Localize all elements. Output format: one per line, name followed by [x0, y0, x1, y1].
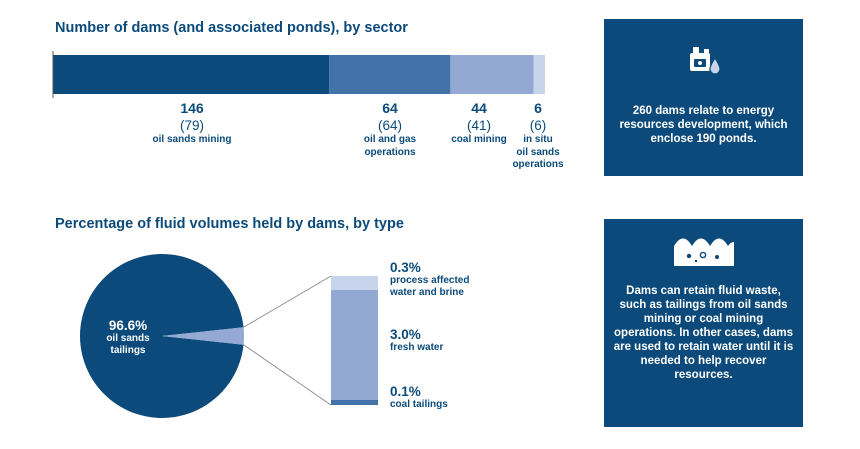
bar-value-1: 64 [382, 100, 398, 116]
pie-main-value: 96.6% [108, 318, 148, 333]
fluid-waves-icon [672, 234, 736, 273]
breakdown-name-0-line-0: process affected [390, 275, 470, 286]
dams-by-sector-title: Number of dams (and associated ponds), b… [55, 20, 408, 36]
bar-category-3-line-1: oil sands [516, 146, 560, 158]
connector-line-bottom [243, 344, 332, 406]
bar-value-3: 6 [534, 100, 542, 116]
breakdown-value-1: 3.0% [390, 327, 421, 342]
waste-info-text: Dams can retain fluid waste, such as tai… [613, 285, 794, 381]
bar-ponds-3: (6) [529, 118, 547, 133]
breakdown-segment-2 [331, 400, 378, 405]
bar-category-2-line-0: coal mining [451, 134, 507, 145]
pie-main-label: 96.6% oil sands tailings [96, 318, 160, 357]
bar-value-0: 146 [180, 100, 204, 116]
bar-label-3: 6 (6) in situ oil sands operations [498, 100, 578, 172]
pie-main-name-line1: oil sands [106, 333, 150, 344]
dams-stacked-bar [52, 51, 545, 98]
bar-category-1-line-1: operations [364, 146, 416, 158]
breakdown-label-2: 0.1% coal tailings [390, 384, 448, 411]
bar-category-3-line-0: in situ [523, 134, 553, 145]
bar-ponds-0: (79) [179, 118, 204, 133]
breakdown-label-0: 0.3% process affected water and brine [390, 260, 469, 299]
fluid-volumes-title: Percentage of fluid volumes held by dams… [55, 216, 404, 232]
bar-segment-0 [53, 55, 330, 94]
breakdown-segment-1 [331, 290, 378, 400]
breakdown-name-0-line-1: water and brine [390, 287, 464, 298]
bar-ponds-2: (41) [466, 118, 491, 133]
breakdown-label-1: 3.0% fresh water [390, 327, 443, 354]
bar-category-1-line-0: oil and gas [363, 134, 417, 145]
breakdown-value-2: 0.1% [390, 384, 421, 399]
oil-and-water-drop-icon [687, 44, 723, 83]
bar-segment-2 [450, 55, 534, 94]
bar-segment-1 [329, 55, 451, 94]
breakdown-segment-0 [331, 276, 378, 290]
breakdown-value-0: 0.3% [390, 260, 421, 275]
energy-info-text: 260 dams relate to energy resources deve… [619, 105, 788, 145]
breakdown-name-1-line-0: fresh water [390, 342, 444, 353]
energy-info-panel: 260 dams relate to energy resources deve… [604, 19, 803, 176]
pie-slice-oil-sands-tailings [79, 254, 244, 418]
connector-line-top [243, 275, 332, 328]
bar-label-0: 146 (79) oil sands mining [152, 100, 232, 147]
bar-category-0-line-0: oil sands mining [152, 134, 232, 145]
bar-value-2: 44 [471, 100, 487, 116]
bar-label-2: 44 (41) coal mining [439, 100, 519, 147]
bar-segment-3 [533, 55, 545, 94]
bar-label-1: 64 (64) oil and gas operations [350, 100, 430, 159]
pie-main-name-line2: tailings [110, 345, 146, 356]
breakdown-name-2-line-0: coal tailings [390, 399, 448, 410]
fluid-pie [79, 254, 378, 418]
bar-ponds-1: (64) [377, 118, 402, 133]
pie-slice-other [162, 327, 244, 345]
bar-category-3-line-2: operations [512, 159, 564, 170]
